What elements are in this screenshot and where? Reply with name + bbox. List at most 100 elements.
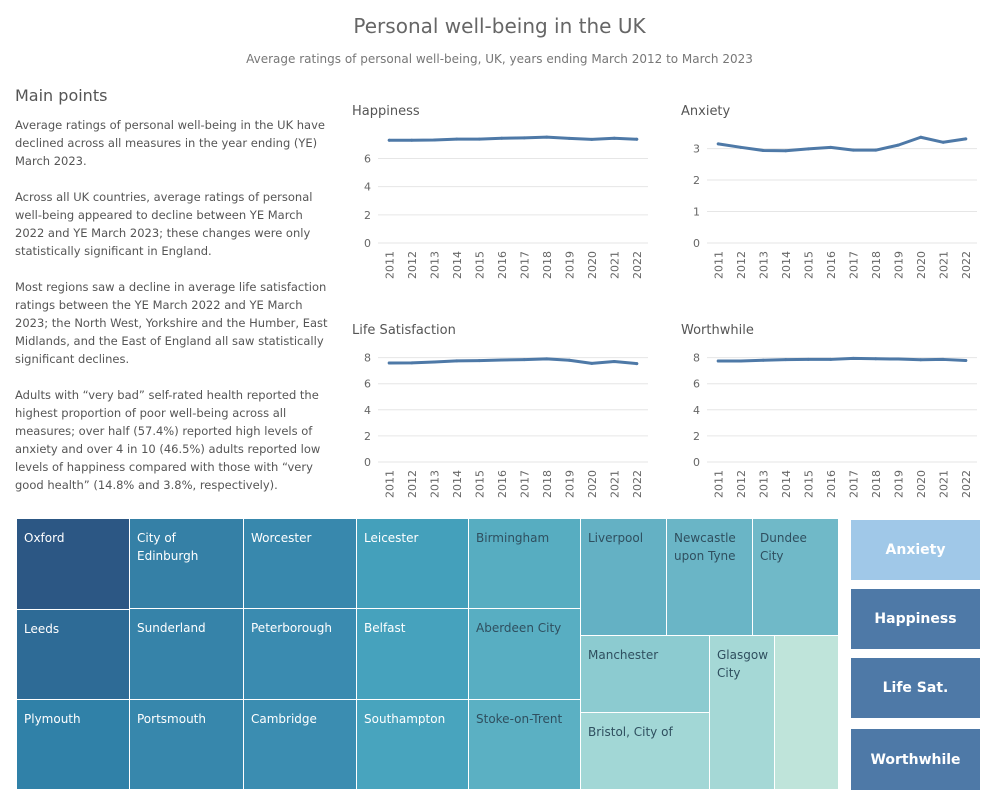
data-point: [739, 145, 743, 149]
treemap-cell[interactable]: Leeds: [17, 610, 130, 700]
treemap-cell[interactable]: Dundee City: [753, 519, 839, 636]
data-point: [784, 149, 788, 153]
x-tick-label: 2016: [825, 251, 838, 279]
x-tick-label: 2012: [406, 470, 419, 498]
treemap-cell[interactable]: Manchester: [581, 636, 710, 713]
data-point: [522, 358, 526, 362]
y-tick-label: 4: [364, 181, 371, 194]
treemap-cell-label: Newcastle upon Tyne: [674, 531, 736, 563]
life-sat-filter-button[interactable]: Life Sat.: [851, 658, 980, 718]
x-tick-label: 2013: [428, 251, 441, 279]
x-tick-label: 2017: [847, 470, 860, 498]
x-tick-label: 2020: [915, 470, 928, 498]
treemap-cell-label: City of Edinburgh: [137, 531, 199, 563]
y-tick-label: 2: [693, 174, 700, 187]
treemap-cell[interactable]: Aberdeen City: [469, 609, 581, 700]
x-tick-label: 2017: [518, 470, 531, 498]
treemap-cell[interactable]: City of Edinburgh: [130, 519, 244, 609]
x-tick-label: 2013: [757, 251, 770, 279]
x-tick-label: 2012: [735, 470, 748, 498]
x-tick-label: 2016: [825, 470, 838, 498]
y-tick-label: 4: [693, 404, 700, 417]
data-point: [455, 359, 459, 363]
x-tick-label: 2014: [451, 470, 464, 498]
data-point: [806, 147, 810, 151]
main-point-paragraph: Most regions saw a decline in average li…: [15, 280, 328, 366]
treemap-cell[interactable]: Worcester: [244, 519, 357, 609]
happiness-filter-button[interactable]: Happiness: [851, 589, 980, 649]
treemap-cell[interactable]: Oxford: [17, 519, 130, 610]
data-point: [635, 137, 639, 141]
x-tick-label: 2022: [960, 470, 973, 498]
data-point: [635, 362, 639, 366]
data-point: [410, 138, 414, 142]
x-tick-label: 2018: [870, 251, 883, 279]
treemap-cell-label: Sunderland: [137, 621, 206, 635]
treemap-cell-label: Oxford: [24, 531, 65, 545]
line-chart-svg: Happiness 0 2 4 6 2011 2012 2013 2014 2015 2016 201…: [352, 104, 648, 279]
data-point: [716, 142, 720, 146]
worthwhile-chart: Worthwhile 0 2 4 6 8 2011 2012 2013 2014 2015 2016 2…: [681, 319, 981, 533]
data-point: [919, 135, 923, 139]
page-title: Personal well-being in the UK: [353, 14, 646, 38]
treemap-cell[interactable]: [775, 636, 839, 790]
data-point: [919, 358, 923, 362]
treemap-cell[interactable]: Portsmouth: [130, 700, 244, 790]
x-tick-label: 2018: [541, 470, 554, 498]
data-point: [964, 358, 968, 362]
treemap-cell[interactable]: Liverpool: [581, 519, 667, 636]
y-tick-label: 8: [693, 352, 700, 365]
treemap-cell[interactable]: Southampton: [357, 700, 469, 790]
y-tick-label: 4: [364, 404, 371, 417]
treemap-cell[interactable]: Glasgow City: [710, 636, 775, 790]
page-subtitle: Average ratings of personal well-being, …: [246, 52, 753, 66]
treemap-cell[interactable]: Stoke-on-Trent: [469, 700, 581, 790]
x-tick-label: 2015: [802, 470, 815, 498]
treemap-cell[interactable]: Belfast: [357, 609, 469, 700]
data-point: [545, 135, 549, 139]
y-tick-label: 1: [693, 206, 700, 219]
x-tick-label: 2011: [712, 470, 725, 498]
x-tick-label: 2012: [735, 251, 748, 279]
treemap-cell[interactable]: Cambridge: [244, 700, 357, 790]
data-point: [941, 140, 945, 144]
data-point: [761, 358, 765, 362]
happiness-chart: Happiness 0 2 4 6 2011 2012 2013 2014 2015 2016 201…: [352, 100, 652, 314]
x-tick-label: 2021: [937, 251, 950, 279]
anxiety-chart: Anxiety 0 1 2 3 2011 2012 2013 2014 2015 2016 2017 2…: [681, 100, 981, 314]
treemap-cell[interactable]: Peterborough: [244, 609, 357, 700]
y-tick-label: 8: [364, 352, 371, 365]
y-tick-label: 6: [693, 378, 700, 391]
treemap-cell-label: Leeds: [24, 622, 60, 636]
treemap-cell-label: Aberdeen City: [476, 621, 562, 635]
y-tick-label: 2: [364, 430, 371, 443]
treemap-cell[interactable]: Birmingham: [469, 519, 581, 609]
treemap-cell[interactable]: Leicester: [357, 519, 469, 609]
data-point: [522, 136, 526, 140]
treemap-cell-label: Leicester: [364, 531, 419, 545]
data-point: [851, 356, 855, 360]
y-tick-label: 0: [693, 456, 700, 469]
data-point: [896, 357, 900, 361]
x-tick-label: 2021: [937, 470, 950, 498]
treemap-cell[interactable]: Newcastle upon Tyne: [667, 519, 753, 636]
x-tick-label: 2011: [383, 251, 396, 279]
anxiety-filter-button[interactable]: Anxiety: [851, 520, 980, 580]
data-point: [964, 137, 968, 141]
treemap-cell[interactable]: Sunderland: [130, 609, 244, 700]
x-tick-label: 2018: [541, 251, 554, 279]
treemap-cell[interactable]: Plymouth: [17, 700, 130, 790]
main-points-body: Average ratings of personal well-being i…: [15, 116, 333, 512]
data-point: [716, 359, 720, 363]
line-chart-svg: Life Satisfaction 0 2 4 6 8 2011 2012 2013 2014 20…: [352, 323, 648, 498]
life-satisfaction-chart: Life Satisfaction 0 2 4 6 8 2011 2012 2013 2014 20…: [352, 319, 652, 533]
x-tick-label: 2014: [780, 470, 793, 498]
data-point: [387, 138, 391, 142]
treemap-cell-label: Southampton: [364, 712, 446, 726]
data-point: [477, 137, 481, 141]
treemap-cell[interactable]: Bristol, City of: [581, 713, 710, 790]
x-tick-label: 2021: [608, 251, 621, 279]
worthwhile-filter-button[interactable]: Worthwhile: [851, 729, 980, 790]
treemap-cell-label: Plymouth: [24, 712, 81, 726]
main-point-paragraph: Adults with “very bad” self-rated health…: [15, 388, 321, 492]
